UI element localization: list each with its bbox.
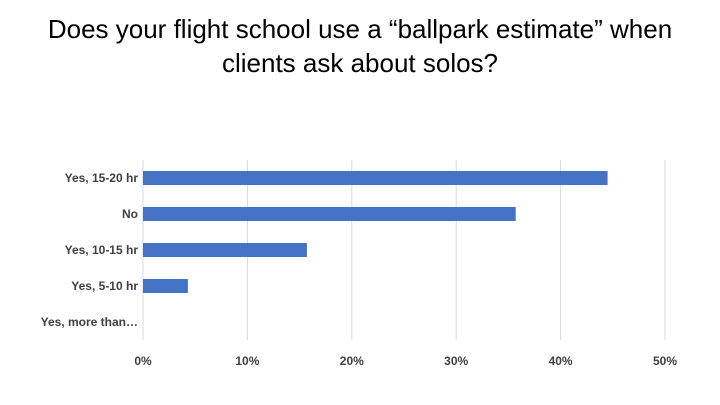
bars <box>143 171 608 293</box>
x-tick-label: 50% <box>653 354 677 368</box>
category-label: Yes, 10-15 hr <box>65 243 139 257</box>
bar-0 <box>143 171 608 185</box>
x-tick-label: 10% <box>235 354 259 368</box>
category-label: Yes, 15-20 hr <box>65 171 139 185</box>
chart-title: Does your flight school use a “ballpark … <box>20 12 700 80</box>
chart-title-line-1: Does your flight school use a “ballpark … <box>47 14 673 44</box>
chart-title-line-2: clients ask about solos? <box>221 48 499 78</box>
category-labels: Yes, 15-20 hr No Yes, 10-15 hr Yes, 5-10 hr… <box>41 171 139 329</box>
x-tick-label: 0% <box>134 354 152 368</box>
category-label: Yes, 5-10 hr <box>71 279 138 293</box>
bar-2 <box>143 243 307 257</box>
x-tick-labels: 0% 10% 20% 30% 40% 50% <box>134 354 677 368</box>
x-tick-label: 40% <box>549 354 573 368</box>
bar-3 <box>143 279 188 293</box>
category-label: Yes, more than… <box>41 315 138 329</box>
category-label: No <box>122 207 138 221</box>
bar-1 <box>143 207 516 221</box>
x-tick-label: 30% <box>444 354 468 368</box>
x-tick-label: 20% <box>340 354 364 368</box>
